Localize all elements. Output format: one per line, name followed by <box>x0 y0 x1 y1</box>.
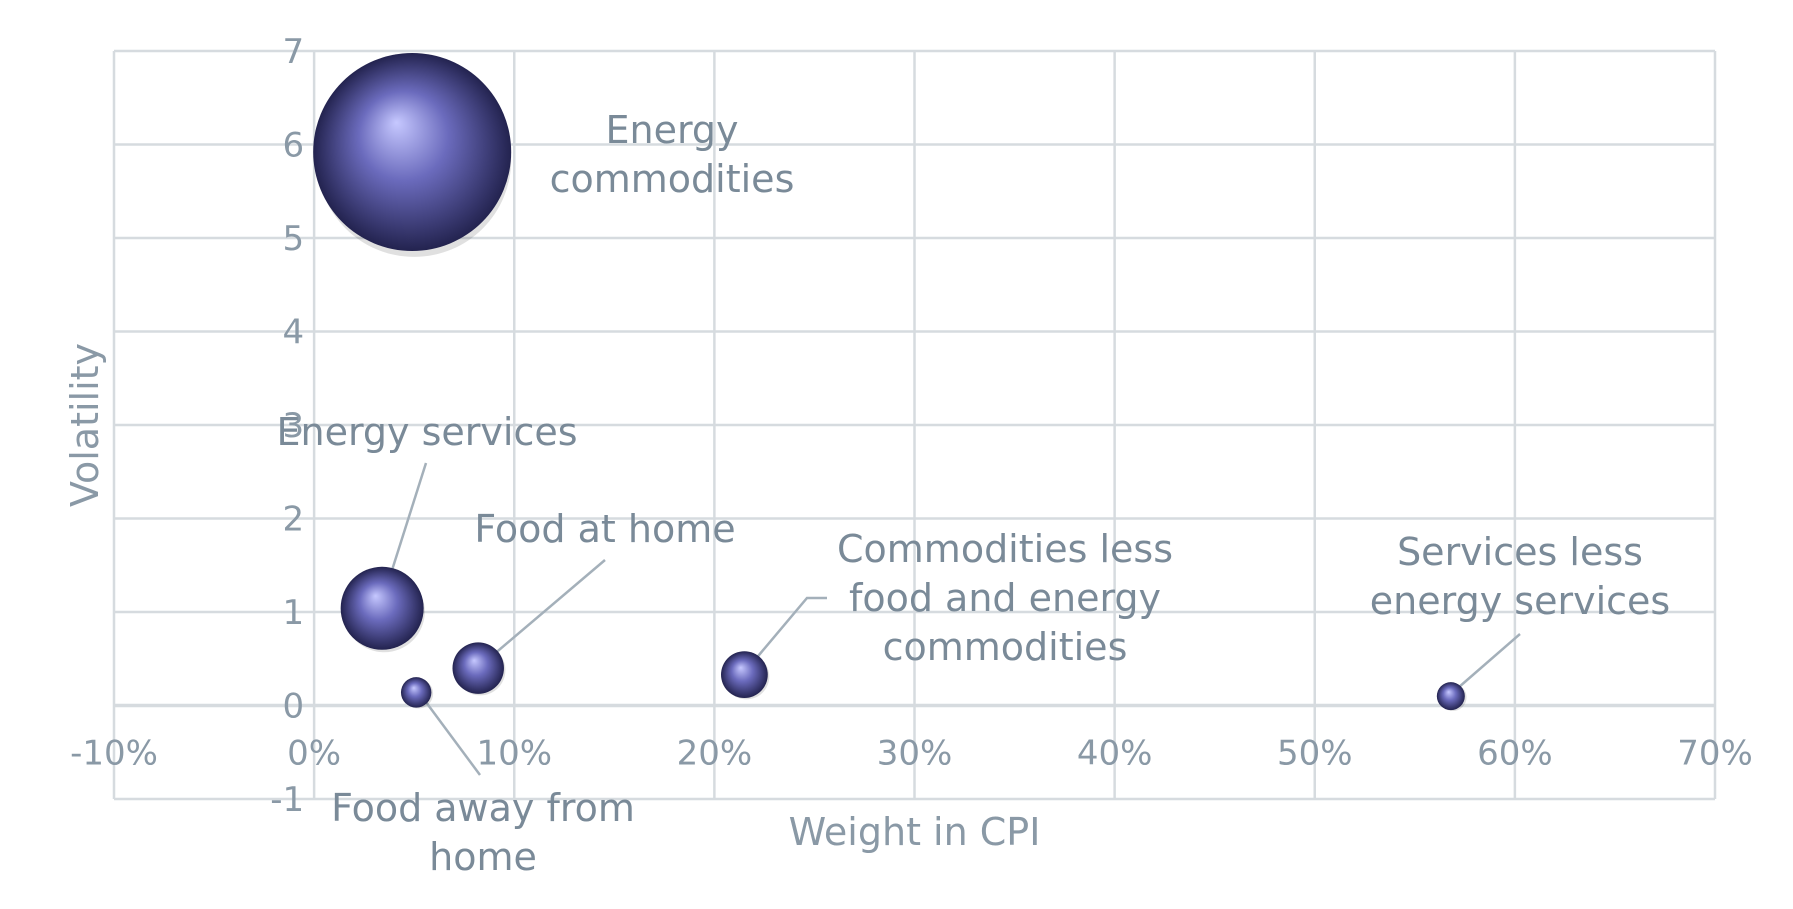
bubble-label: home <box>429 835 537 879</box>
y-tick-label: 7 <box>282 32 304 72</box>
x-tick-label: 70% <box>1677 734 1753 774</box>
bubble-label: Services less <box>1397 530 1643 574</box>
y-tick-label: -1 <box>270 780 304 820</box>
x-tick-label: 0% <box>287 734 341 774</box>
bubble-point <box>1436 682 1465 711</box>
x-tick-label: 50% <box>1277 734 1353 774</box>
y-axis-title: Volatility <box>63 343 107 507</box>
y-tick-label: 0 <box>282 687 304 727</box>
x-axis-title: Weight in CPI <box>789 810 1041 854</box>
bubble-point <box>452 642 504 694</box>
leader-line <box>478 559 606 668</box>
y-tick-label: 6 <box>282 126 304 166</box>
tick-labels: -10% 0% 10% 20% 30% 40% 50% 60% 70% -1 0 1 2 3 4 5 6 7 <box>70 32 1753 820</box>
bubble-point <box>313 52 512 251</box>
x-tick-label: 40% <box>1077 734 1153 774</box>
y-tick-label: 1 <box>282 593 304 633</box>
bubble-label: commodities <box>883 625 1128 669</box>
bubble-label: Energy services <box>276 410 577 454</box>
x-tick-label: 60% <box>1477 734 1553 774</box>
bubbles <box>313 52 1467 711</box>
bubble-labels: Energy commodities Energy services Food at … <box>276 108 1670 879</box>
bubble-point <box>400 677 432 708</box>
bubble-label: Food at home <box>474 507 735 551</box>
bubble-label: Commodities less <box>837 527 1173 571</box>
x-tick-label: 30% <box>877 734 953 774</box>
leader-line <box>742 596 827 675</box>
bubble-label: food and energy <box>849 576 1161 620</box>
bubble-point <box>340 566 424 650</box>
leader-line <box>418 693 482 776</box>
y-tick-label: 3 <box>282 406 304 446</box>
x-tick-label: -10% <box>70 734 158 774</box>
y-tick-label: 4 <box>282 313 304 353</box>
y-tick-label: 2 <box>282 500 304 540</box>
x-tick-label: 10% <box>476 734 552 774</box>
bubble-label: commodities <box>550 157 795 201</box>
bubble-point <box>721 651 768 699</box>
leader-line <box>1450 633 1521 695</box>
bubble-label: energy services <box>1370 579 1670 623</box>
bubble-label: Energy <box>605 108 738 152</box>
bubble-label: Food away from <box>331 786 635 830</box>
x-tick-label: 20% <box>677 734 753 774</box>
y-tick-label: 5 <box>282 219 304 259</box>
